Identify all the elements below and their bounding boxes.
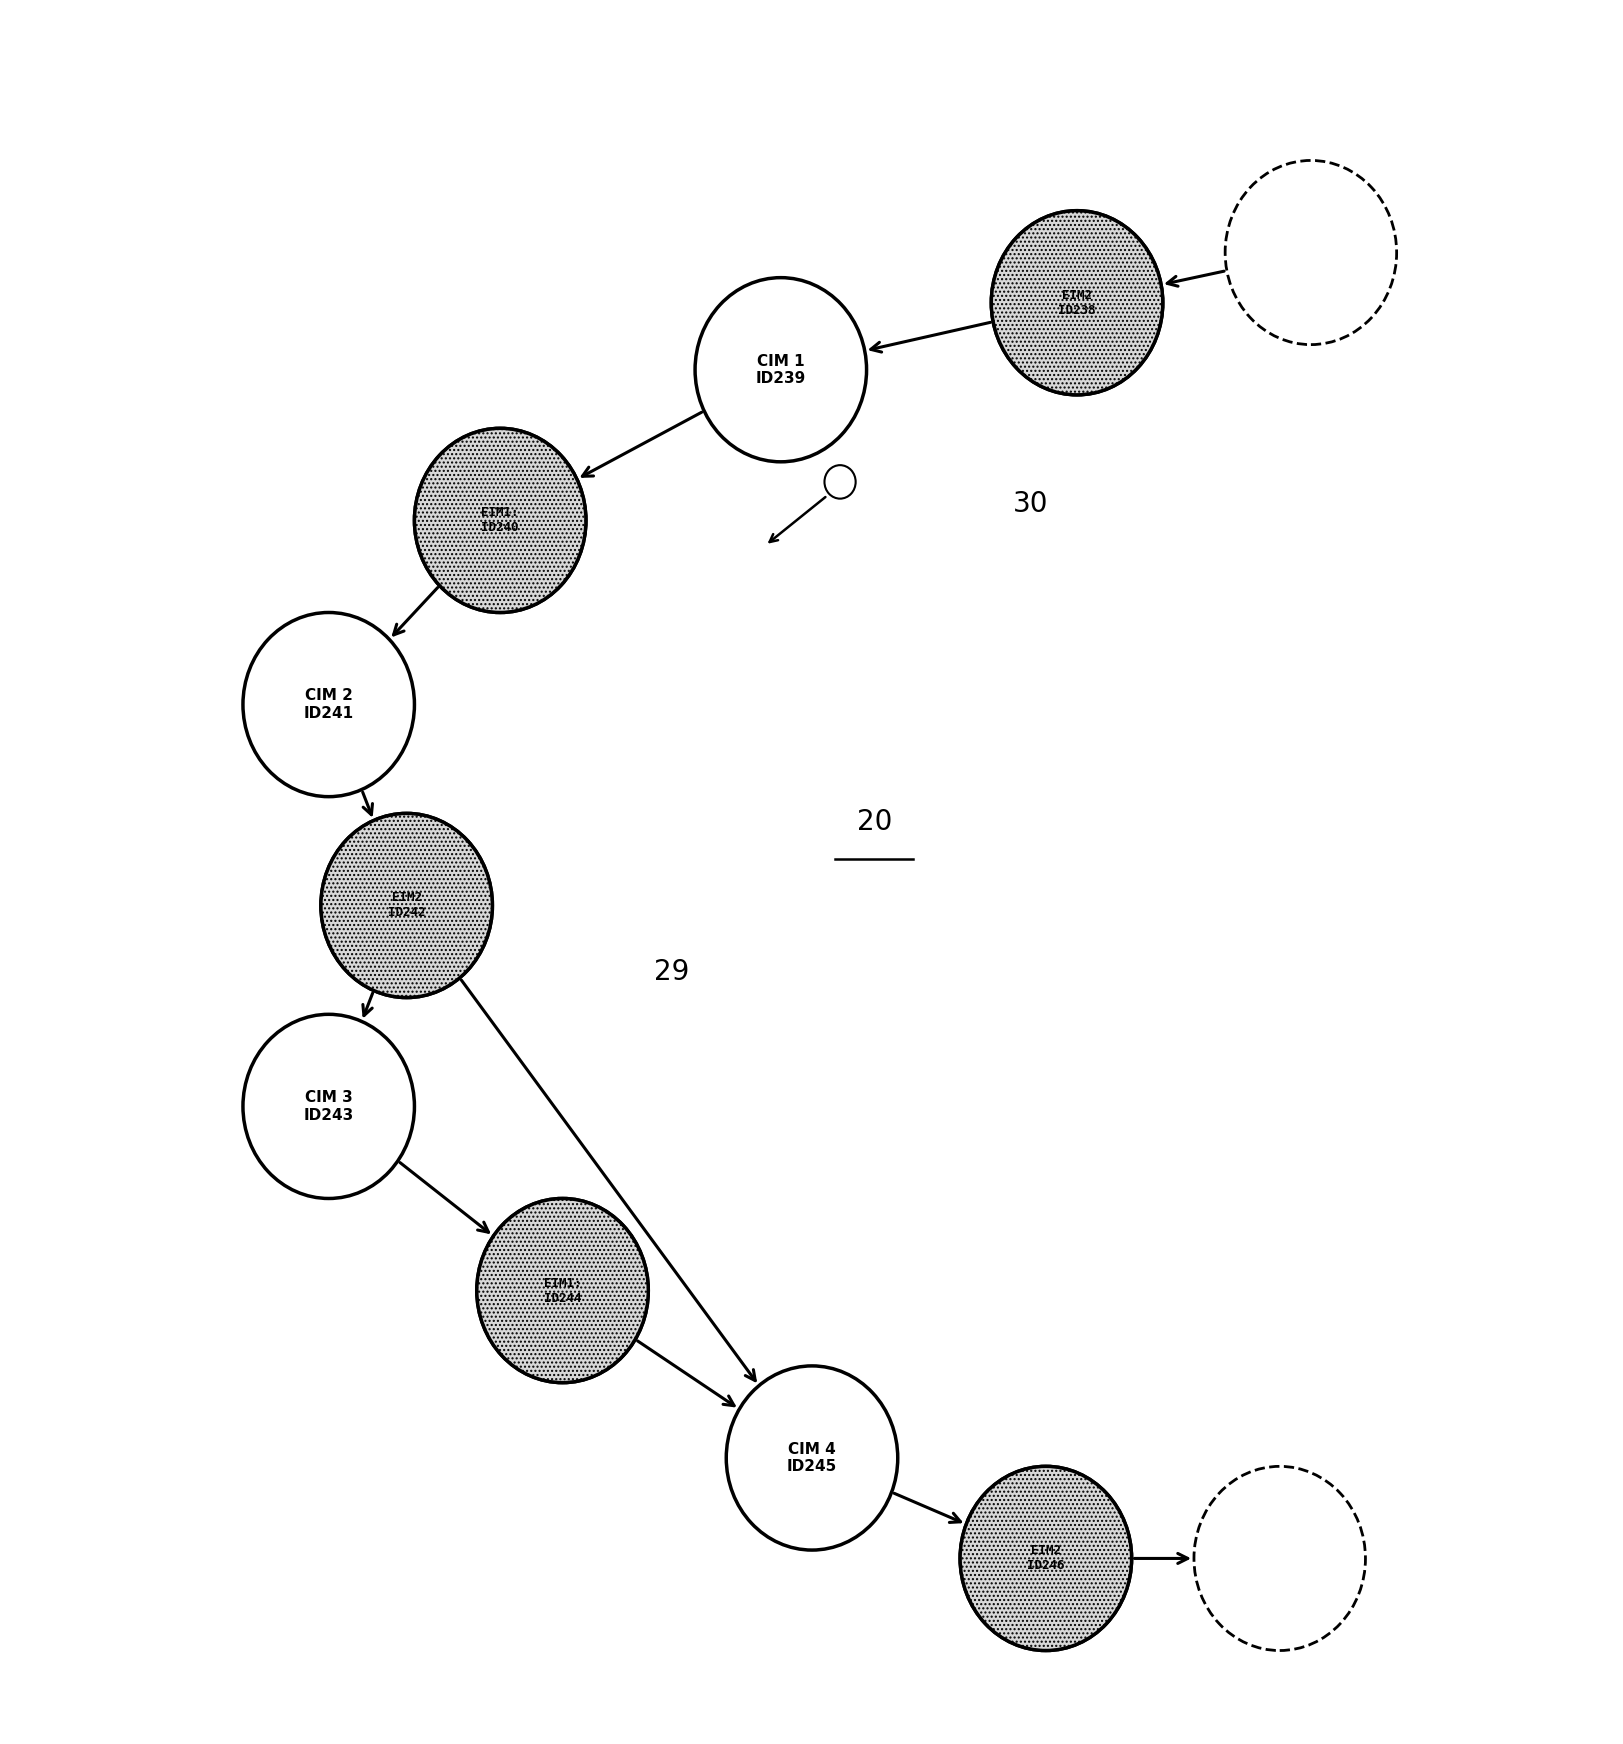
Circle shape — [414, 429, 586, 612]
Text: CIM 4
ID245: CIM 4 ID245 — [787, 1442, 836, 1474]
Text: EIM2
ID246: EIM2 ID246 — [1026, 1545, 1065, 1573]
Circle shape — [321, 813, 492, 998]
Text: EIM2
ID242: EIM2 ID242 — [388, 891, 425, 919]
Text: 20: 20 — [857, 807, 891, 835]
Circle shape — [243, 612, 414, 797]
Text: EIM1:
ID244: EIM1: ID244 — [544, 1277, 581, 1305]
Text: CIM 3
ID243: CIM 3 ID243 — [304, 1090, 354, 1123]
Text: CIM 2
ID241: CIM 2 ID241 — [304, 689, 354, 720]
Circle shape — [1224, 160, 1396, 345]
Circle shape — [414, 429, 586, 612]
Circle shape — [243, 1015, 414, 1198]
Text: EIM1:
ID240: EIM1: ID240 — [480, 506, 519, 534]
Text: 29: 29 — [654, 959, 688, 987]
Text: CIM 1
ID239: CIM 1 ID239 — [755, 354, 805, 385]
Circle shape — [1193, 1467, 1365, 1650]
Circle shape — [990, 211, 1162, 394]
Circle shape — [990, 211, 1162, 394]
Circle shape — [959, 1467, 1131, 1650]
Circle shape — [725, 1366, 898, 1550]
Circle shape — [959, 1467, 1131, 1650]
Text: EIM2
ID238: EIM2 ID238 — [1058, 290, 1096, 317]
Circle shape — [477, 1198, 648, 1383]
Circle shape — [695, 277, 867, 462]
Circle shape — [321, 813, 492, 998]
Text: 30: 30 — [1011, 490, 1047, 518]
Circle shape — [477, 1198, 648, 1383]
